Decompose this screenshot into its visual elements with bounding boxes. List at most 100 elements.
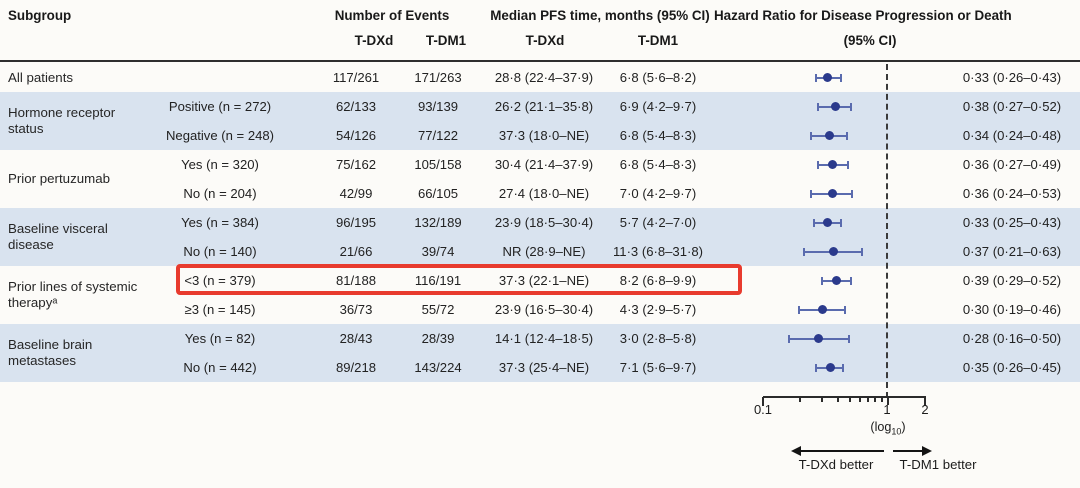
- cell-events-tdxd: 36/73: [339, 302, 373, 317]
- subgroup-band: Hormone receptor status Positive (n = 272…: [0, 92, 1080, 150]
- axis-scale-label-subscript: 10: [891, 426, 902, 437]
- hr-point: [829, 247, 839, 256]
- left-arrow-shaft: [800, 450, 884, 452]
- axis-scale-label-close: ): [901, 420, 906, 434]
- cell-events-tdm1: 28/39: [421, 331, 455, 346]
- subgroup-band: All patients 117/261 171/263 28·8 (22·4–37·…: [0, 63, 1080, 92]
- cell-median-tdxd: 37·3 (22·1–NE): [498, 273, 590, 288]
- col-subheader-events-tdm1: T-DM1: [425, 33, 467, 48]
- cell-hazard-ratio: 0·39 (0·29–0·52): [962, 273, 1062, 288]
- cell-events-tdm1: 77/122: [417, 128, 459, 143]
- subgroup-label: Hormone receptor status: [8, 104, 116, 136]
- hr-point: [817, 305, 827, 314]
- cell-level: ≥3 (n = 145): [184, 302, 256, 317]
- cell-events-tdm1: 93/139: [417, 99, 459, 114]
- cell-events-tdxd: 96/195: [335, 215, 377, 230]
- table-row: Positive (n = 272) 62/133 93/139 26·2 (21·1…: [0, 92, 1080, 121]
- col-header-median-pfs: Median PFS time, months (95% CI): [490, 8, 710, 23]
- cell-median-tdm1: 11·3 (6·8–31·8): [612, 244, 703, 259]
- cell-hazard-ratio: 0·28 (0·16–0·50): [962, 331, 1062, 346]
- cell-hazard-ratio: 0·36 (0·27–0·49): [962, 157, 1062, 172]
- hr-point: [824, 131, 834, 140]
- better-right-label: T-DM1 better: [899, 457, 977, 472]
- x-tick-label-0.1: 0.1: [753, 402, 773, 417]
- right-arrow-shaft: [893, 450, 923, 452]
- cell-median-tdm1: 3·0 (2·8–5·8): [619, 331, 697, 346]
- cell-level: Positive (n = 272): [168, 99, 272, 114]
- cell-hazard-ratio: 0·38 (0·27–0·52): [962, 99, 1062, 114]
- x-axis-tick: [821, 397, 824, 402]
- hr-point: [814, 334, 824, 343]
- hr-point: [830, 102, 840, 111]
- cell-level: No (n = 204): [183, 186, 257, 201]
- cell-events-tdxd: 89/218: [335, 360, 377, 375]
- cell-median-tdxd: 26·2 (21·1–35·8): [494, 99, 594, 114]
- x-tick-label-2: 2: [921, 402, 929, 417]
- hr-point: [827, 160, 837, 169]
- col-header-number-of-events: Number of Events: [334, 8, 450, 23]
- cell-median-tdxd: 23·9 (16·5–30·4): [494, 302, 594, 317]
- highlight-box: [176, 264, 742, 295]
- cell-level: <3 (n = 379): [184, 273, 256, 288]
- cell-events-tdxd: 62/133: [335, 99, 377, 114]
- table-row: Yes (n = 320) 75/162 105/158 30·4 (21·4–37·…: [0, 150, 1080, 179]
- x-axis-tick: [799, 397, 802, 402]
- x-axis-tick: [762, 397, 764, 406]
- x-tick-label-1: 1: [883, 402, 891, 417]
- hr-point: [823, 73, 833, 82]
- cell-median-tdm1: 6·9 (4·2–9·7): [619, 99, 697, 114]
- col-subheader-median-tdm1: T-DM1: [637, 33, 679, 48]
- right-arrow-icon: [922, 446, 932, 456]
- hr-point: [826, 363, 836, 372]
- cell-median-tdxd: NR (28·9–NE): [502, 244, 586, 259]
- cell-median-tdm1: 5·7 (4·2–7·0): [619, 215, 697, 230]
- table-row: Yes (n = 384) 96/195 132/189 23·9 (18·5–30·…: [0, 208, 1080, 237]
- col-subheader-events-tdxd: T-DXd: [354, 33, 394, 48]
- hr-point: [823, 218, 833, 227]
- cell-median-tdxd: 37·3 (25·4–NE): [498, 360, 590, 375]
- x-axis-tick: [923, 397, 926, 406]
- axis-scale-label: (log10): [843, 420, 933, 437]
- cell-events-tdxd: 81/188: [335, 273, 377, 288]
- cell-level: Negative (n = 248): [165, 128, 275, 143]
- subgroup-label: Prior lines of systemic therapyᵃ: [8, 278, 138, 310]
- x-axis-line: [763, 396, 926, 398]
- col-header-subgroup: Subgroup: [8, 8, 72, 23]
- cell-median-tdm1: 4·3 (2·9–5·7): [619, 302, 697, 317]
- x-axis-tick: [880, 397, 883, 402]
- cell-level: Yes (n = 320): [181, 157, 259, 172]
- hr-point: [832, 276, 842, 285]
- cell-median-tdxd: 23·9 (18·5–30·4): [494, 215, 594, 230]
- table-row: ≥3 (n = 145) 36/73 55/72 23·9 (16·5–30·4) 4·…: [0, 295, 1080, 324]
- x-axis-tick: [858, 397, 861, 402]
- better-left-label: T-DXd better: [798, 457, 874, 472]
- x-axis-tick: [874, 397, 877, 402]
- subgroup-band: Prior pertuzumab Yes (n = 320) 75/162 105/1…: [0, 150, 1080, 208]
- cell-events-tdm1: 66/105: [417, 186, 459, 201]
- axis-scale-label-text: (log: [870, 420, 892, 434]
- cell-level: No (n = 140): [183, 244, 257, 259]
- cell-events-tdm1: 105/158: [414, 157, 462, 172]
- cell-median-tdm1: 8·2 (6·8–9·9): [619, 273, 697, 288]
- cell-level: No (n = 442): [183, 360, 257, 375]
- cell-median-tdxd: 30·4 (21·4–37·9): [494, 157, 594, 172]
- reference-line: [886, 64, 888, 398]
- cell-hazard-ratio: 0·34 (0·24–0·48): [962, 128, 1062, 143]
- cell-hazard-ratio: 0·36 (0·24–0·53): [962, 186, 1062, 201]
- cell-events-tdm1: 132/189: [414, 215, 462, 230]
- col-header-hazard-ratio-ci: (95% CI): [843, 33, 897, 48]
- cell-events-tdm1: 116/191: [414, 273, 462, 288]
- cell-hazard-ratio: 0·33 (0·26–0·43): [962, 70, 1062, 85]
- cell-events-tdm1: 171/263: [414, 70, 462, 85]
- subgroup-label: All patients: [8, 69, 74, 85]
- subgroup-band: Baseline visceral disease Yes (n = 384) 96…: [0, 208, 1080, 266]
- cell-level: Yes (n = 384): [181, 215, 259, 230]
- cell-hazard-ratio: 0·37 (0·21–0·63): [962, 244, 1062, 259]
- cell-events-tdm1: 143/224: [414, 360, 462, 375]
- cell-median-tdm1: 7·0 (4·2–9·7): [619, 186, 697, 201]
- cell-events-tdxd: 54/126: [335, 128, 377, 143]
- header-rule: [0, 60, 1080, 63]
- table-row: Negative (n = 248) 54/126 77/122 37·3 (18·0…: [0, 121, 1080, 150]
- x-axis-tick: [886, 397, 889, 405]
